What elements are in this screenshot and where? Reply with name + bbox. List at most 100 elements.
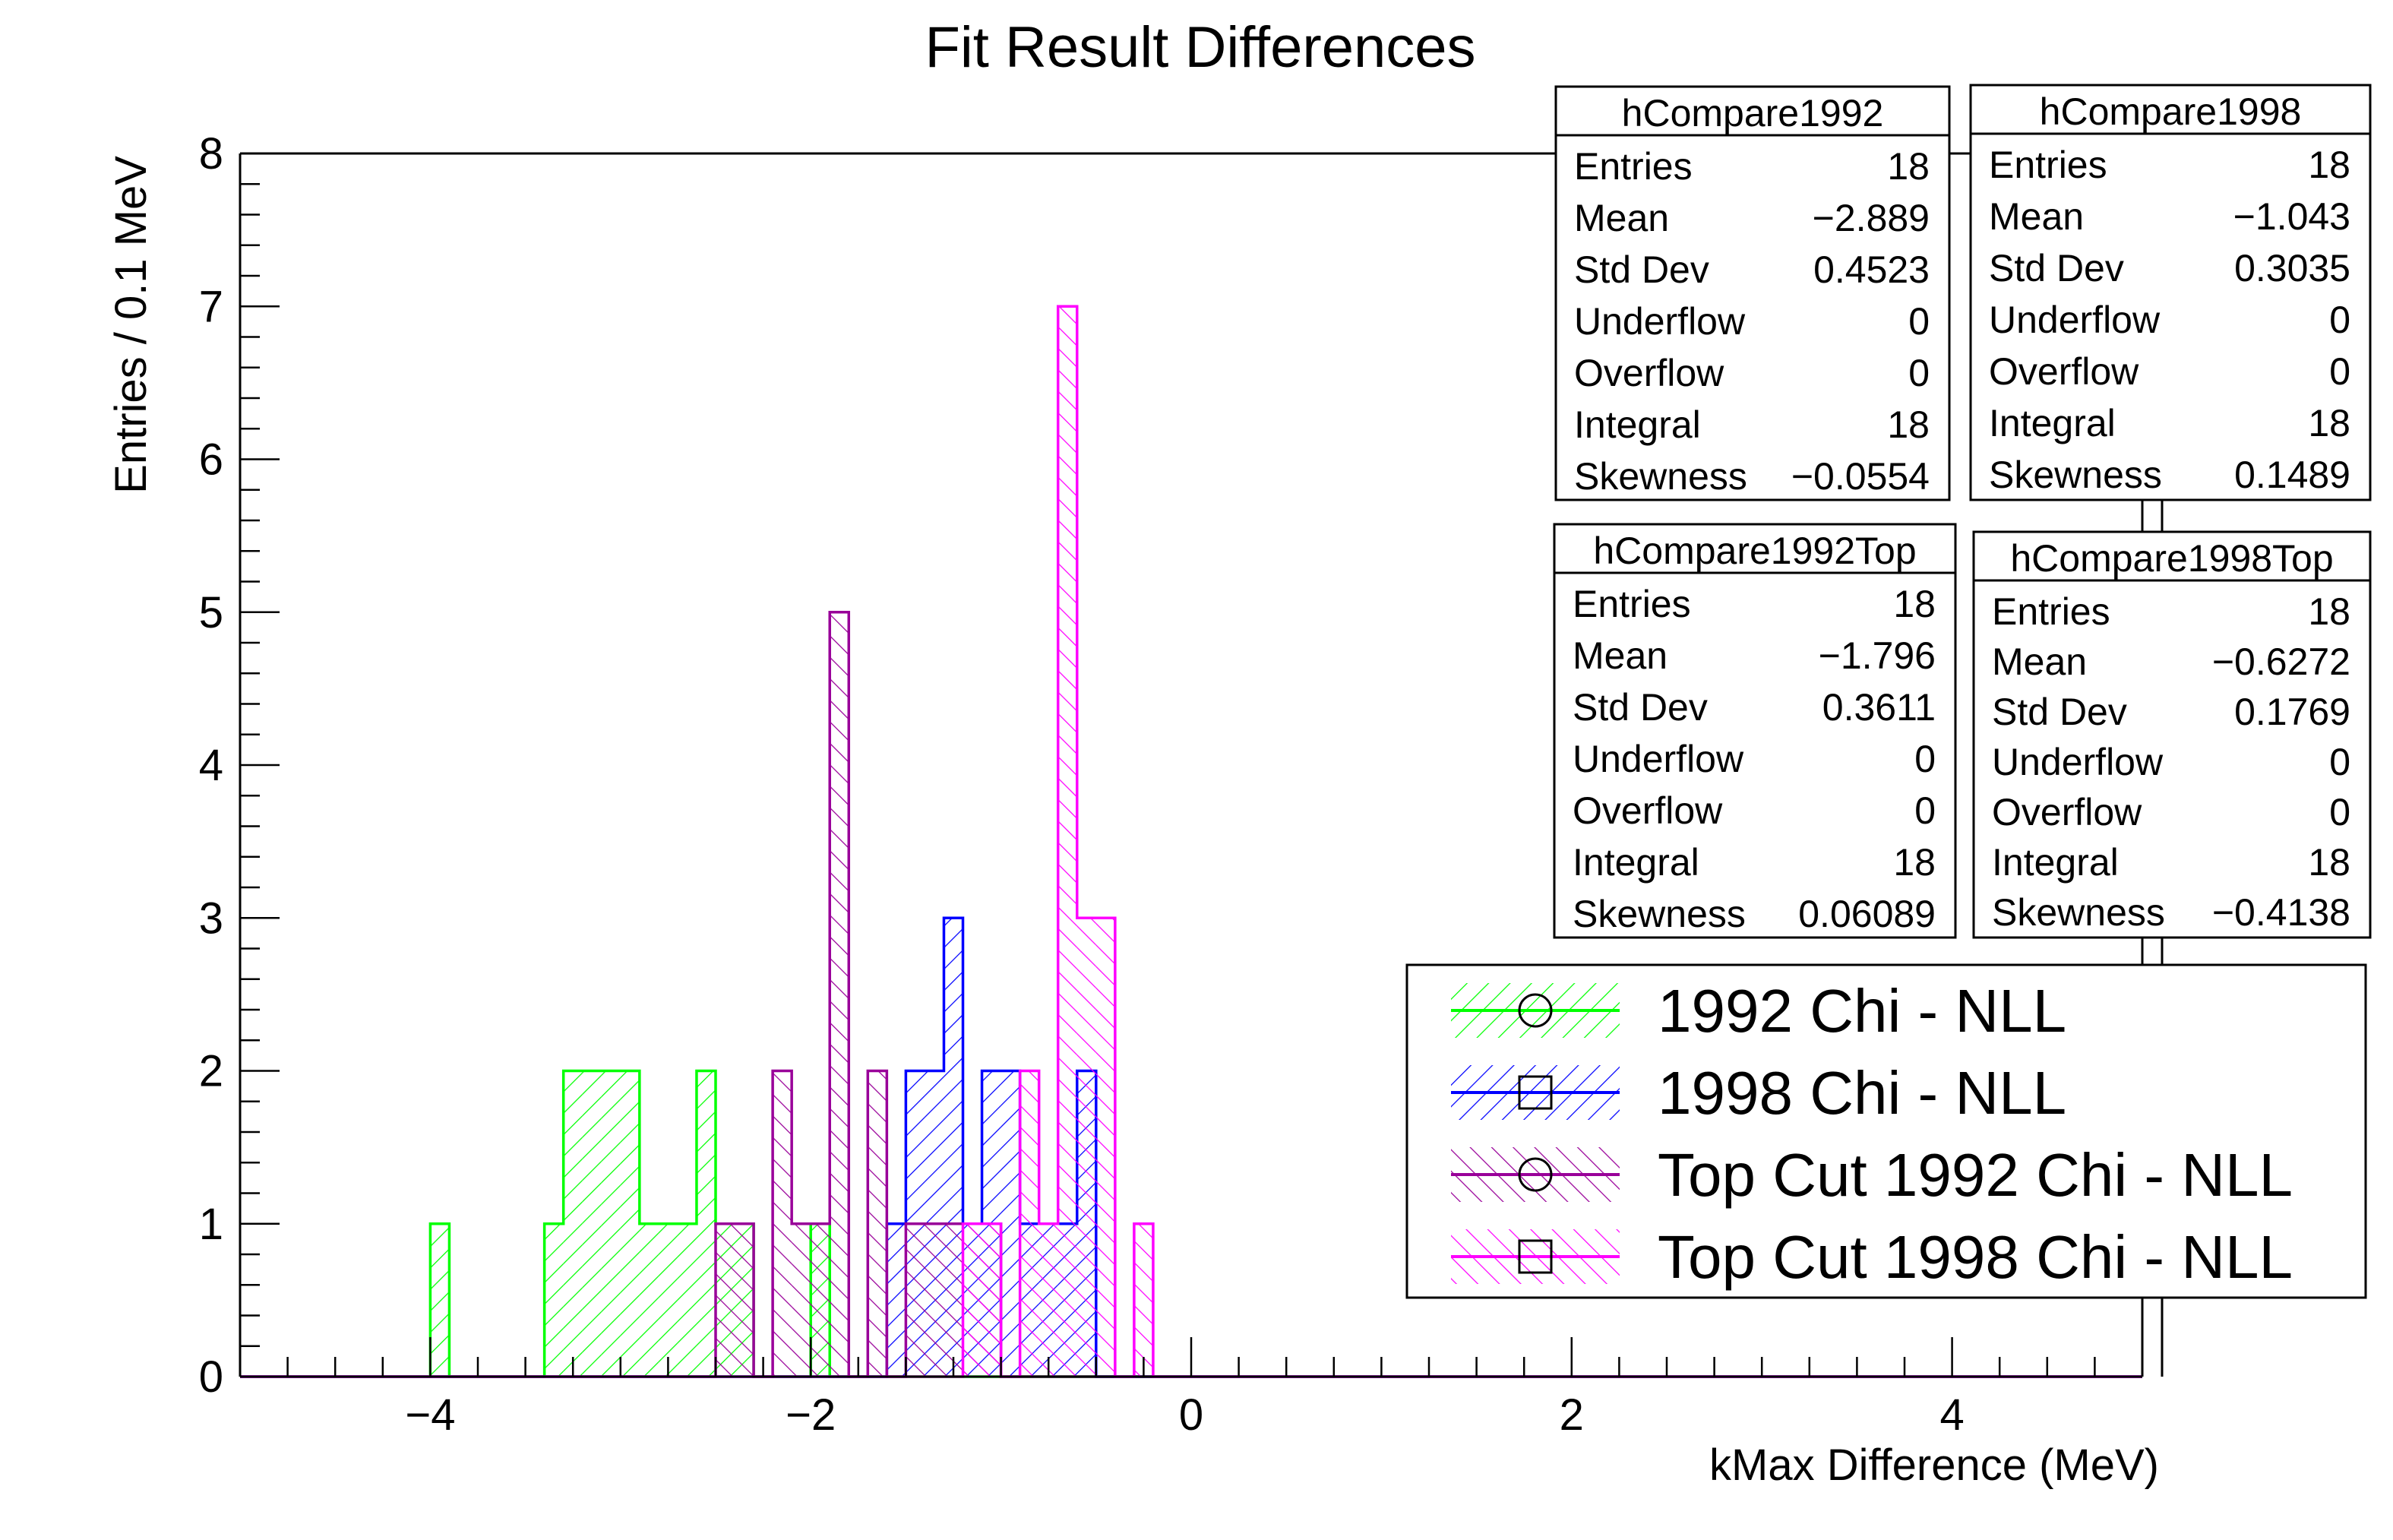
stats-box-title: hCompare1998 (2040, 90, 2302, 133)
stats-row-value: 0 (1908, 300, 1930, 343)
stats-row-value: −2.889 (1813, 197, 1930, 239)
series-2-bar-2 (773, 1070, 792, 1377)
series-3-bar-7 (1133, 1223, 1153, 1377)
histogram-bars (240, 305, 2142, 1378)
y-axis-label: Entries / 0.1 MeV (106, 156, 156, 494)
stats-box-2: hCompare1992Top Entries 18 Mean −1.796 Std De… (1553, 523, 1957, 939)
series-2-bar-1 (735, 1223, 754, 1377)
stats-row-label: Mean (1989, 195, 2084, 238)
series-2-bar-8 (925, 1223, 944, 1377)
series-3-bar-5 (1076, 918, 1096, 1377)
stats-row-value: 18 (1893, 841, 1936, 884)
stats-row-label: Mean (1574, 197, 1669, 239)
legend-label: 1998 Chi - NLL (1658, 1059, 2066, 1127)
stats-row-value: 0 (1914, 789, 1936, 832)
legend-entry-1: 1998 Chi - NLL (1451, 1059, 2066, 1127)
stats-box-title: hCompare1992 (1622, 92, 1884, 134)
stats-row-label: Integral (1992, 841, 2119, 884)
y-tick-label: 8 (199, 129, 223, 179)
stats-row-value: 0.06089 (1798, 893, 1936, 935)
stats-row-label: Std Dev (1992, 691, 2127, 733)
y-tick-label: 7 (199, 282, 223, 331)
series-0-bar-2 (563, 1070, 583, 1377)
legend-entry-0: 1992 Chi - NLL (1451, 977, 2066, 1045)
stats-box-3: hCompare1998Top Entries 18 Mean −0.6272 Std D… (1972, 530, 2372, 939)
series-3-bar-6 (1095, 918, 1115, 1377)
stats-row-label: Std Dev (1573, 686, 1708, 729)
x-tick-label: 4 (1939, 1390, 1964, 1440)
series-3-bar-1 (982, 1223, 1001, 1377)
series-3-bar-0 (963, 1223, 982, 1377)
stats-row-value: 0.4523 (1813, 248, 1930, 291)
series-0-bar-6 (639, 1223, 659, 1377)
stats-row-label: Underflow (1574, 300, 1746, 343)
legend-circle-marker (1518, 993, 1553, 1028)
series-2-bar-0 (716, 1223, 735, 1377)
stats-boxes: hCompare1992 Entries 18 Mean −2.889 Std Dev 0.… (1553, 84, 2372, 1377)
series-2-bar-5 (830, 612, 849, 1377)
y-tick-label: 1 (199, 1200, 223, 1249)
series-2-outline (240, 611, 2142, 1378)
stats-row-label: Underflow (1992, 741, 2164, 783)
series-1-bar-6 (1001, 1070, 1020, 1377)
stats-row-value: 18 (2308, 402, 2350, 444)
stats-row-label: Mean (1992, 640, 2087, 683)
series-3-outline (240, 305, 2142, 1378)
stats-row-value: 18 (2308, 590, 2350, 633)
stats-box-frame (1553, 523, 1957, 939)
stats-row-value: 0.3035 (2234, 247, 2350, 289)
stats-box-title: hCompare1992Top (1593, 530, 1916, 572)
y-tick-label: 0 (199, 1352, 223, 1402)
series-2-bar-7 (906, 1223, 925, 1377)
stats-box-frame (1554, 85, 1951, 501)
stats-row-label: Skewness (1574, 455, 1747, 498)
stats-row-label: Skewness (1989, 454, 2162, 496)
legend-label: Top Cut 1992 Chi - NLL (1658, 1141, 2293, 1209)
x-axis-label: kMax Difference (MeV) (1709, 1440, 2159, 1490)
stats-row-label: Mean (1573, 634, 1668, 677)
series-3-bar-4 (1057, 306, 1077, 1377)
stats-row-label: Underflow (1989, 299, 2161, 341)
stats-row-label: Entries (1992, 590, 2110, 633)
stats-row-value: 0.3611 (1822, 686, 1936, 729)
x-tick-label: −2 (786, 1390, 836, 1440)
series-0-bar-9 (696, 1070, 716, 1377)
stats-row-label: Integral (1573, 841, 1699, 884)
stats-row-label: Overflow (1573, 789, 1723, 832)
series-3-histogram (240, 305, 2142, 1378)
x-tick-label: 0 (1179, 1390, 1203, 1440)
stats-box-frame (1972, 530, 2372, 939)
stats-row-label: Skewness (1992, 891, 2165, 934)
stats-row-value: 0 (2329, 791, 2350, 833)
series-0-bar-5 (620, 1070, 640, 1377)
y-tick-label: 4 (199, 741, 223, 790)
series-2-bar-3 (792, 1223, 811, 1377)
stats-row-value: −1.043 (2233, 195, 2350, 238)
series-0-bar-1 (544, 1223, 564, 1377)
legend-circle-marker (1518, 1157, 1553, 1192)
stats-row-value: −0.4138 (2212, 891, 2350, 934)
stats-row-value: 0.1489 (2234, 454, 2350, 496)
legend-label: Top Cut 1998 Chi - NLL (1658, 1223, 2293, 1291)
stats-row-label: Std Dev (1989, 247, 2124, 289)
stats-box-1: hCompare1998 Entries 18 Mean −1.043 Std Dev 0.… (1969, 84, 2372, 501)
stats-row-label: Integral (1574, 403, 1701, 446)
stats-row-value: 18 (1887, 403, 1930, 446)
stats-row-value: 0 (2329, 741, 2350, 783)
stats-row-label: Overflow (1989, 350, 2139, 393)
legend-square-marker (1518, 1239, 1553, 1274)
stats-row-value: 0 (2329, 350, 2350, 393)
stats-row-label: Skewness (1573, 893, 1746, 935)
stats-row-label: Entries (1574, 145, 1693, 188)
legend-entry-3: Top Cut 1998 Chi - NLL (1451, 1223, 2293, 1291)
stats-row-label: Underflow (1573, 738, 1744, 780)
series-1-bar-0 (887, 1223, 906, 1377)
stats-row-value: 0 (1914, 738, 1936, 780)
y-tick-label: 3 (199, 893, 223, 943)
y-tick-label: 6 (199, 435, 223, 485)
series-2-histogram (240, 611, 2142, 1378)
series-0-bar-3 (582, 1070, 602, 1377)
stats-row-value: 18 (2308, 841, 2350, 884)
series-0-bar-0 (430, 1223, 450, 1377)
series-2-bar-6 (868, 1070, 887, 1377)
